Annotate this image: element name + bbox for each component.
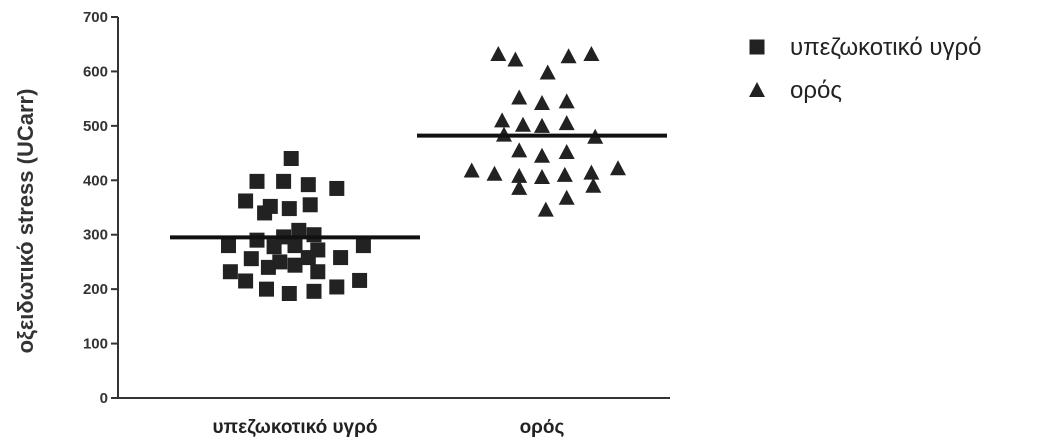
data-point-triangle	[511, 142, 528, 158]
data-point-square	[310, 264, 326, 280]
data-point-triangle	[494, 112, 511, 128]
data-point-square	[300, 177, 316, 193]
mean-lines	[170, 133, 667, 240]
data-point-square	[272, 254, 288, 270]
y-axis-ticks: 0 100 200 300 400 500 600 700	[83, 9, 118, 407]
data-point-square	[283, 151, 299, 167]
y-axis	[117, 17, 670, 399]
data-point-square	[306, 227, 322, 243]
x-category-label: υπεζωκοτικό υγρό	[213, 417, 378, 438]
data-point-square	[259, 281, 274, 297]
data-point-triangle	[490, 46, 507, 62]
legend-label: ορός	[790, 77, 842, 104]
data-point-triangle	[558, 189, 575, 205]
data-point-triangle	[515, 116, 531, 132]
y-tick-label: 300	[83, 227, 108, 244]
data-point-triangle	[537, 201, 554, 217]
data-point-triangle	[583, 164, 600, 180]
data-point-triangle	[558, 93, 575, 109]
data-point-square	[243, 251, 259, 267]
data-point-square	[266, 239, 282, 255]
data-point-triangle	[486, 165, 503, 181]
data-point-square	[302, 197, 318, 213]
data-point-square	[329, 180, 345, 196]
data-point-triangle	[610, 160, 626, 176]
data-point-square	[329, 279, 345, 295]
data-point-triangle	[511, 179, 528, 195]
data-point-triangle	[507, 51, 524, 67]
data-point-triangle	[534, 94, 550, 110]
data-point-square	[260, 259, 276, 275]
data-point-triangle	[585, 177, 602, 193]
data-points	[221, 46, 626, 301]
y-tick-label: 600	[83, 63, 108, 80]
data-point-triangle	[558, 115, 575, 131]
data-point-triangle	[583, 46, 600, 62]
data-point-square	[249, 173, 265, 189]
data-point-square	[222, 264, 238, 280]
y-tick-label: 400	[83, 172, 108, 189]
data-point-square	[238, 273, 254, 289]
y-tick-label: 500	[83, 118, 108, 135]
y-tick-label: 200	[83, 281, 108, 298]
data-point-square	[238, 193, 254, 209]
data-point-square	[287, 257, 303, 273]
data-point-square	[257, 205, 273, 221]
data-point-square	[291, 222, 307, 238]
data-point-square	[287, 238, 303, 254]
data-point-triangle	[463, 162, 480, 178]
data-point-triangle	[556, 166, 573, 182]
data-point-triangle	[511, 89, 528, 105]
data-point-triangle	[558, 143, 575, 159]
data-point-square	[221, 238, 236, 254]
data-point-square	[355, 238, 371, 254]
data-point-triangle	[511, 167, 528, 183]
data-point-triangle	[560, 48, 577, 64]
y-axis-title: οξειδωτικό stress (UCarr)	[13, 89, 38, 354]
data-point-triangle	[534, 147, 550, 163]
data-point-triangle	[534, 169, 550, 185]
data-point-square	[281, 285, 297, 301]
data-point-square	[352, 272, 368, 288]
data-point-square	[300, 250, 316, 266]
data-point-square	[276, 173, 292, 189]
data-point-triangle	[534, 117, 550, 133]
legend-triangle-marker	[749, 82, 765, 97]
x-category-label: ορός	[520, 417, 565, 438]
data-point-triangle	[539, 64, 556, 80]
data-point-square	[249, 232, 265, 248]
data-point-square	[306, 283, 322, 299]
y-tick-label: 100	[83, 336, 108, 353]
x-axis-categories: υπεζωκοτικό υγρό ορός	[213, 417, 565, 438]
y-tick-label: 700	[83, 9, 108, 26]
data-point-square	[281, 201, 297, 217]
legend: υπεζωκοτικό υγρό ορός	[749, 34, 981, 104]
data-point-square	[333, 250, 349, 266]
y-tick-label: 0	[100, 390, 108, 407]
legend-square-marker	[749, 39, 765, 55]
legend-label: υπεζωκοτικό υγρό	[790, 34, 981, 61]
